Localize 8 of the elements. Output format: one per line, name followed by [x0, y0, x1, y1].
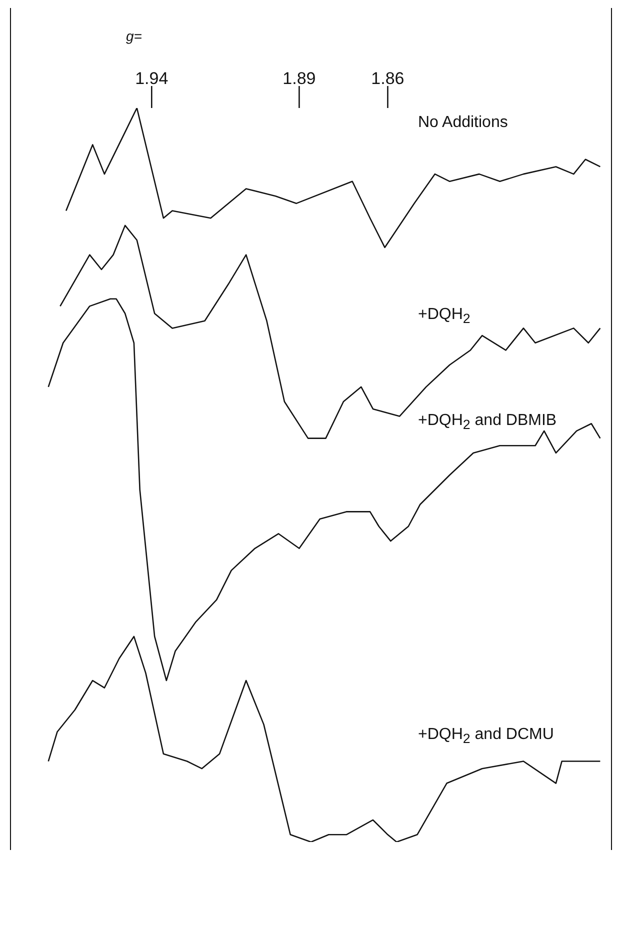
x-tick-label: 1.89: [282, 69, 316, 88]
series-label: +DQH$_{2}$ and DCMU: [418, 726, 554, 746]
series-label: +DQH$_{2}$ and DBMIB: [418, 412, 557, 432]
series-label: +DQH$_{2}$: [418, 306, 470, 326]
x-tick-label: 1.94: [135, 69, 168, 88]
x-axis-title: g=: [126, 28, 142, 44]
text: No Additions: [418, 114, 508, 132]
x-tick-label: 1.86: [371, 69, 404, 88]
